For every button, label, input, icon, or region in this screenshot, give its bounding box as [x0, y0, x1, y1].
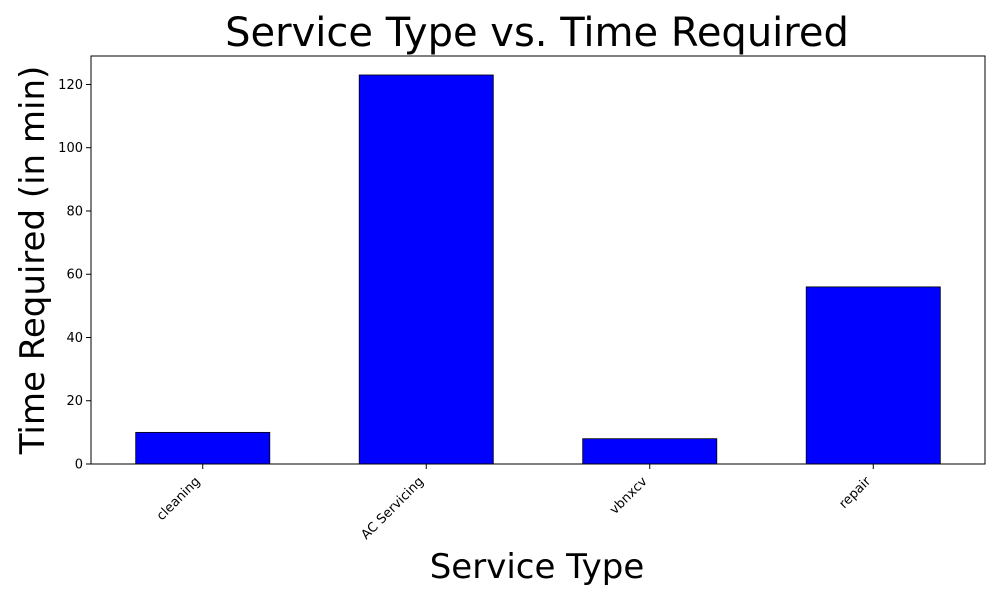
x-tick-label: vbnxcv	[607, 474, 651, 518]
y-axis-label: Time Required (in min)	[13, 66, 53, 456]
y-axis-ticks: 0 20 40 60 80 100 120	[58, 78, 91, 473]
x-tick-label: AC Servicing	[358, 474, 427, 543]
bar-3	[805, 286, 941, 465]
bar-0	[135, 431, 271, 465]
y-tick-label: 20	[66, 394, 83, 409]
bar-2	[582, 438, 718, 465]
y-tick-label: 120	[58, 78, 83, 93]
x-tick-label: repair	[836, 474, 874, 512]
chart-title: Service Type vs. Time Required	[225, 10, 849, 56]
x-tick-label: cleaning	[154, 474, 204, 524]
y-tick-label: 60	[66, 268, 83, 283]
y-tick-label: 40	[66, 331, 83, 346]
x-axis-ticks: cleaning AC Servicing vbnxcv repair	[154, 464, 875, 543]
x-axis-label: Service Type	[430, 547, 645, 587]
bar-1	[358, 74, 494, 465]
bars-group	[135, 74, 941, 465]
y-tick-label: 0	[75, 458, 83, 473]
y-tick-label: 80	[66, 204, 83, 219]
plot-area-frame	[90, 55, 986, 465]
y-tick-label: 100	[58, 141, 83, 156]
